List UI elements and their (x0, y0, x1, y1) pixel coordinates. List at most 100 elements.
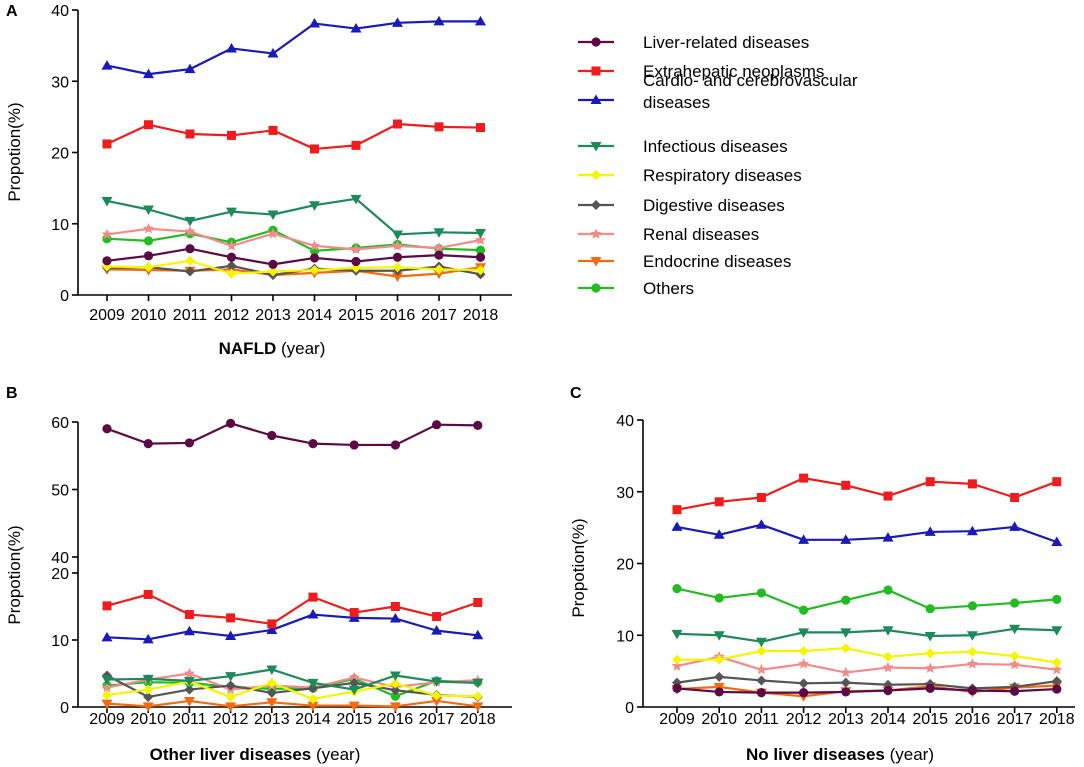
data-point-resp (1009, 651, 1020, 662)
data-point-liver (434, 250, 444, 260)
series-cardio-c (671, 519, 1063, 546)
data-point-renal (966, 658, 978, 669)
data-point-resp (351, 262, 361, 273)
x-tick-label: 2018 (463, 307, 499, 324)
legend-swatch-marker (591, 170, 601, 180)
data-point-renal (433, 242, 445, 253)
data-point-renal (348, 671, 360, 683)
data-point-liver (226, 418, 236, 428)
data-point-renal (225, 240, 238, 251)
x-tick-label: 2016 (380, 307, 416, 324)
y-tick-label: 20 (51, 566, 69, 583)
xlabel-a-bold: NAFLD (219, 339, 277, 358)
series-cardio-b (101, 609, 484, 644)
x-tick-label: 2017 (419, 711, 455, 728)
panel-label-b: B (6, 385, 18, 402)
series-liver-a (102, 244, 486, 269)
data-point-cardio (350, 23, 362, 33)
data-point-renal (474, 234, 487, 245)
data-point-infect (142, 674, 154, 685)
data-point-infect (472, 678, 484, 689)
data-point-renal (671, 660, 683, 671)
data-point-infect (840, 628, 852, 638)
data-point-cardio (143, 68, 154, 79)
data-point-renal (101, 681, 113, 693)
x-tick-label: 2015 (336, 711, 372, 728)
data-point-resp (472, 691, 483, 702)
y-tick-label: 20 (51, 146, 69, 163)
data-point-infect (671, 629, 683, 640)
xlabel-b-bold: Other liver diseases (150, 745, 312, 764)
data-point-resp (434, 264, 444, 275)
panel-label-a: A (6, 3, 18, 20)
data-point-dig (184, 684, 195, 695)
data-point-dig (225, 680, 236, 691)
data-point-endo (392, 272, 403, 282)
data-point-liver (714, 687, 724, 697)
legend-swatch-marker (590, 94, 602, 104)
panel-c: 0 10 20 30 40 2009 2010 2011 2012 2013 2014 2015 201… (616, 413, 1075, 728)
series-line-resp (677, 647, 1057, 664)
data-point-cardio (309, 18, 320, 28)
data-point-liver (883, 685, 893, 696)
data-point-infect (392, 230, 403, 240)
data-point-endo (225, 702, 237, 712)
x-tick-label: 2014 (295, 711, 331, 728)
data-point-resp (1051, 657, 1062, 668)
legend-item-extra: Extrahepatic neoplasms (578, 62, 824, 81)
data-point-endo (142, 702, 154, 712)
ylabel-c: Propotion(%) (569, 518, 588, 617)
data-point-resp (143, 262, 154, 273)
xlabel-b: Other liver diseases (year) (150, 745, 361, 764)
data-point-others (475, 245, 486, 255)
data-point-renal (267, 227, 279, 239)
data-point-extra (476, 123, 485, 133)
x-tick-label: 2011 (744, 711, 779, 728)
legend-swatch-marker (591, 66, 601, 76)
legend: Liver-related diseases Extrahepatic neopl… (578, 33, 858, 298)
data-point-infect (184, 216, 196, 227)
legend-label-line: Cardio- and cerebrovascular (643, 71, 858, 90)
data-point-extra (268, 125, 278, 135)
legend-label: Infectious diseases (643, 137, 788, 156)
data-point-extra (799, 473, 809, 483)
data-point-liver (267, 430, 277, 441)
series-extra-c (672, 473, 1062, 515)
data-point-dig (266, 687, 277, 698)
data-point-renal (308, 240, 321, 251)
data-point-others (841, 595, 851, 605)
xlabel-b-rest: (year) (311, 745, 360, 764)
series-line-liver (106, 247, 481, 266)
data-point-cardio (101, 631, 113, 642)
data-point-resp (143, 684, 154, 695)
data-point-extra (672, 505, 682, 515)
data-point-liver (308, 439, 318, 449)
data-point-infect (101, 675, 113, 686)
series-infect-b (101, 665, 484, 696)
data-point-liver (925, 683, 935, 693)
data-point-cardio (226, 42, 237, 53)
data-point-cardio (1009, 521, 1021, 531)
data-point-resp (268, 266, 278, 277)
legend-swatch-marker (590, 228, 602, 239)
data-point-liver (102, 424, 112, 434)
series-line-infect (106, 668, 478, 691)
data-point-resp (798, 646, 809, 657)
data-point-infect (966, 631, 978, 641)
data-point-dig (185, 266, 195, 277)
y-tick-label: 50 (51, 483, 69, 500)
series-resp-a (102, 255, 486, 279)
data-point-renal (1009, 658, 1021, 670)
data-point-extra (267, 619, 277, 629)
data-point-extra (714, 497, 724, 507)
series-line-endo (106, 699, 478, 708)
legend-swatch-marker (591, 283, 601, 293)
y-tick-label: 30 (51, 74, 69, 91)
data-point-others (714, 593, 724, 603)
y-tick-label: 0 (60, 288, 69, 305)
data-point-resp (392, 262, 403, 273)
data-point-dig (1051, 676, 1062, 687)
series-line-others (676, 587, 1057, 612)
y-tick-label: 0 (625, 700, 634, 717)
